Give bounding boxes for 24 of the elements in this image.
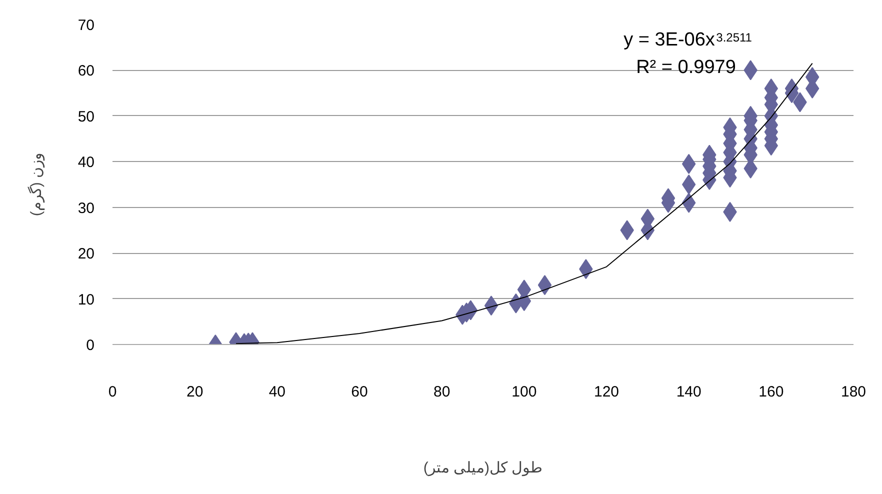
x-axis-title: طول کل(میلی متر) bbox=[423, 460, 543, 476]
y-tick-label: 20 bbox=[78, 246, 95, 263]
x-tick-label: 60 bbox=[351, 384, 368, 400]
annotation: R² = 0.9979 bbox=[636, 56, 736, 78]
x-tick-label: 140 bbox=[676, 384, 702, 400]
x-tick-label: 100 bbox=[512, 384, 537, 400]
x-tick-label: 160 bbox=[758, 384, 784, 400]
x-tick-label: 120 bbox=[594, 384, 620, 400]
x-tick-label: 40 bbox=[268, 384, 286, 400]
y-tick-label: 60 bbox=[78, 62, 95, 80]
point bbox=[484, 296, 498, 316]
x-tick-label: 180 bbox=[840, 384, 866, 400]
x-tick-label: 20 bbox=[186, 384, 204, 400]
y-tick-label: 70 bbox=[78, 17, 95, 34]
y-axis-title: وزن (گرم) bbox=[26, 152, 45, 216]
y-tick-label: 30 bbox=[78, 200, 95, 217]
point bbox=[538, 275, 552, 296]
y-tick-label: 0 bbox=[86, 337, 94, 354]
x-tick-label: 0 bbox=[108, 384, 117, 400]
y-tick-label: 50 bbox=[78, 108, 95, 126]
point bbox=[682, 174, 696, 194]
y-tick-label: 10 bbox=[78, 291, 95, 308]
y-tick-label: 40 bbox=[78, 154, 95, 172]
x-tick-label: 80 bbox=[433, 384, 450, 400]
